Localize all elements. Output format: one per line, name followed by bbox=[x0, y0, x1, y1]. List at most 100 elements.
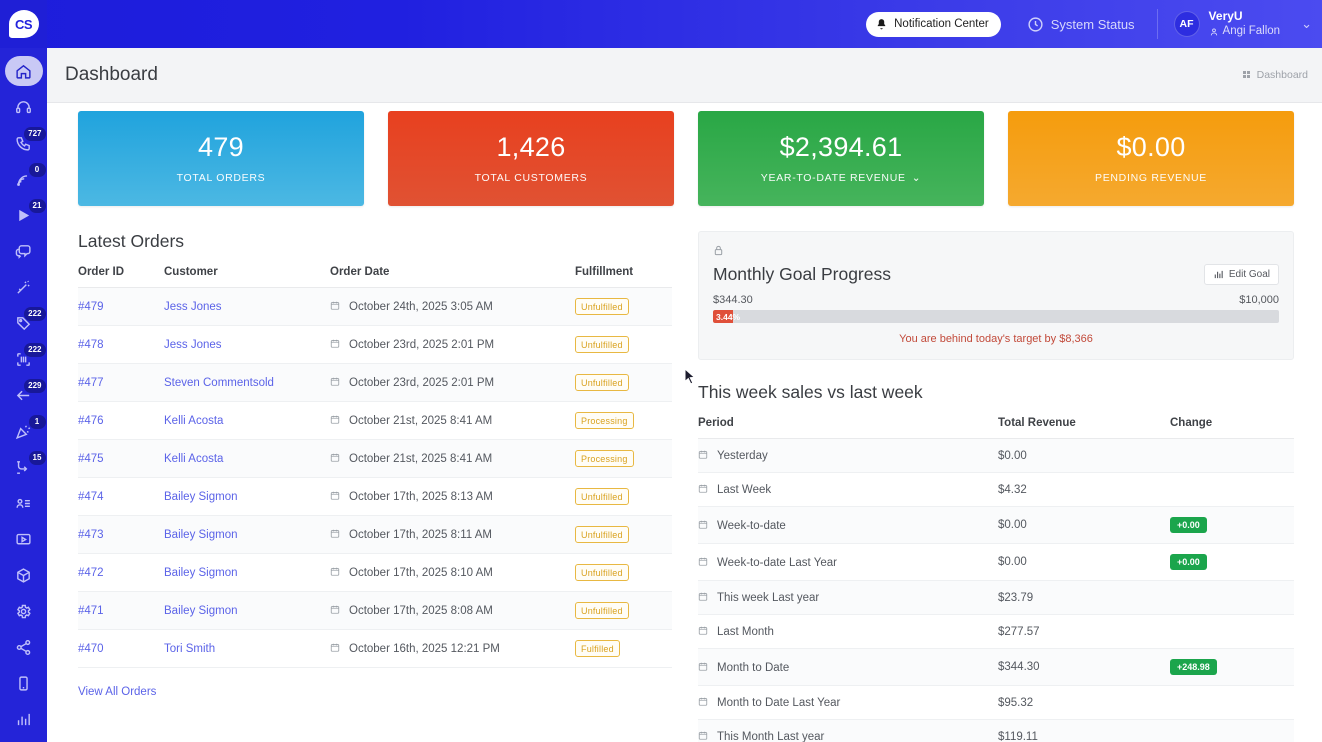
table-row[interactable]: This week Last year $23.79 bbox=[698, 580, 1294, 615]
logo-bubble-icon: CS bbox=[8, 10, 39, 38]
table-row[interactable]: #474 Bailey Sigmon October 17th, 2025 8:13… bbox=[78, 477, 672, 516]
customer-link[interactable]: Steven Commentsold bbox=[164, 376, 274, 389]
customer-link[interactable]: Kelli Acosta bbox=[164, 414, 224, 427]
cell-order-id: #470 bbox=[78, 629, 164, 668]
sidebar-item-merge[interactable]: 15 bbox=[5, 451, 46, 482]
customer-link[interactable]: Bailey Sigmon bbox=[164, 566, 238, 579]
edit-goal-button[interactable]: Edit Goal bbox=[1203, 264, 1279, 285]
table-row[interactable]: #476 Kelli Acosta October 21st, 2025 8:41 … bbox=[78, 401, 672, 440]
chevron-down-icon[interactable]: ⌄ bbox=[911, 171, 922, 184]
system-status-label: System Status bbox=[1050, 16, 1135, 32]
table-row[interactable]: Last Week $4.32 bbox=[698, 472, 1294, 507]
order-id-link[interactable]: #470 bbox=[78, 642, 104, 655]
cell-change bbox=[1170, 580, 1294, 615]
sidebar-item-magic[interactable] bbox=[5, 272, 43, 302]
table-row[interactable]: #470 Tori Smith October 16th, 2025 12:21 P… bbox=[78, 629, 672, 668]
table-row[interactable]: Month to Date Last Year $95.32 bbox=[698, 685, 1294, 720]
sidebar-item-support[interactable] bbox=[5, 92, 43, 122]
stat-label: YEAR-TO-DATE REVENUE ⌄ bbox=[761, 172, 921, 184]
cell-fulfillment: Unfulfilled bbox=[575, 477, 672, 516]
merge-icon bbox=[17, 460, 28, 474]
order-date-text: October 17th, 2025 8:11 AM bbox=[349, 529, 492, 541]
sidebar-item-videos[interactable]: 21 bbox=[5, 199, 46, 230]
stat-card-total-customers[interactable]: 1,426 TOTAL CUSTOMERS bbox=[388, 111, 674, 206]
order-id-link[interactable]: #475 bbox=[78, 452, 104, 465]
status-badge: Unfulfilled bbox=[575, 488, 629, 505]
order-date-text: October 24th, 2025 3:05 AM bbox=[349, 301, 493, 313]
table-row[interactable]: Yesterday $0.00 bbox=[698, 438, 1294, 473]
customer-link[interactable]: Bailey Sigmon bbox=[164, 490, 238, 503]
goal-percent-label: 3.44% bbox=[716, 311, 741, 322]
table-row[interactable]: Month to Date $344.30 +248.98 bbox=[698, 648, 1294, 686]
chart-icon bbox=[1214, 270, 1223, 279]
goal-target: $10,000 bbox=[1239, 294, 1279, 306]
sidebar-item-reports[interactable] bbox=[5, 704, 43, 734]
week-sales-body: Yesterday $0.00 Last Week $4.32 Week-to-date… bbox=[698, 438, 1294, 742]
order-date-text: October 17th, 2025 8:08 AM bbox=[349, 605, 493, 617]
order-id-link[interactable]: #473 bbox=[78, 528, 104, 541]
table-row[interactable]: Week-to-date $0.00 +0.00 bbox=[698, 506, 1294, 544]
table-row[interactable]: #477 Steven Commentsold October 23rd, 2025… bbox=[78, 363, 672, 402]
sidebar-item-live[interactable]: 0 bbox=[5, 163, 46, 194]
notification-center-button[interactable]: Notification Center bbox=[866, 11, 1001, 37]
table-row[interactable]: Last Month $277.57 bbox=[698, 614, 1294, 649]
order-date-text: October 23rd, 2025 2:01 PM bbox=[349, 339, 495, 351]
sidebar-item-settings[interactable] bbox=[5, 596, 43, 626]
video-icon bbox=[16, 533, 31, 544]
table-row[interactable]: #478 Jess Jones October 23rd, 2025 2:01 PM… bbox=[78, 325, 672, 364]
sidebar[interactable]: 727 0 21 222 bbox=[0, 48, 47, 742]
sidebar-badge: 0 bbox=[28, 163, 46, 177]
sidebar-item-giveaways[interactable]: 1 bbox=[5, 415, 46, 446]
chevron-down-icon[interactable]: ⌄ bbox=[1301, 16, 1312, 31]
order-id-link[interactable]: #479 bbox=[78, 300, 104, 313]
table-row[interactable]: #472 Bailey Sigmon October 17th, 2025 8:10… bbox=[78, 553, 672, 592]
sidebar-item-customers[interactable] bbox=[5, 488, 43, 518]
table-row[interactable]: Week-to-date Last Year $0.00 +0.00 bbox=[698, 543, 1294, 581]
cell-revenue: $0.00 bbox=[998, 506, 1170, 544]
sidebar-item-returns[interactable]: 229 bbox=[5, 379, 46, 410]
sidebar-item-tags[interactable]: 222 bbox=[5, 307, 46, 338]
sidebar-item-mobile[interactable] bbox=[5, 668, 43, 698]
latest-orders-body: #479 Jess Jones October 24th, 2025 3:05 AM… bbox=[78, 287, 672, 668]
order-id-link[interactable]: #478 bbox=[78, 338, 104, 351]
customer-link[interactable]: Jess Jones bbox=[164, 338, 222, 351]
mobile-icon bbox=[19, 675, 28, 691]
order-id-link[interactable]: #474 bbox=[78, 490, 104, 503]
table-row[interactable]: This Month Last year $119.11 bbox=[698, 719, 1294, 742]
customer-link[interactable]: Bailey Sigmon bbox=[164, 528, 238, 541]
cell-order-date: October 17th, 2025 8:11 AM bbox=[330, 515, 575, 554]
customer-link[interactable]: Kelli Acosta bbox=[164, 452, 224, 465]
system-status-button[interactable]: System Status bbox=[1027, 16, 1135, 33]
table-header-row: Period Total Revenue Change bbox=[698, 417, 1294, 439]
table-row[interactable]: #471 Bailey Sigmon October 17th, 2025 8:08… bbox=[78, 591, 672, 630]
avatar: AF bbox=[1173, 11, 1200, 37]
stat-card-ytd-revenue[interactable]: $2,394.61 YEAR-TO-DATE REVENUE ⌄ bbox=[698, 111, 984, 206]
sidebar-item-calls[interactable]: 727 bbox=[5, 127, 46, 158]
sidebar-item-scan[interactable]: 222 bbox=[5, 343, 46, 374]
order-id-link[interactable]: #477 bbox=[78, 376, 104, 389]
sidebar-item-integrations[interactable] bbox=[5, 632, 43, 662]
customer-link[interactable]: Jess Jones bbox=[164, 300, 222, 313]
cell-period: Last Week bbox=[698, 472, 998, 507]
table-row[interactable]: #473 Bailey Sigmon October 17th, 2025 8:11… bbox=[78, 515, 672, 554]
customer-link[interactable]: Tori Smith bbox=[164, 642, 216, 655]
user-menu[interactable]: AF VeryU Angi Fallon ⌄ bbox=[1173, 9, 1312, 38]
column-change: Change bbox=[1170, 417, 1294, 439]
app-logo[interactable]: CS bbox=[0, 0, 47, 48]
stat-card-pending-revenue[interactable]: $0.00 PENDING REVENUE bbox=[1008, 111, 1294, 206]
period-text: Week-to-date bbox=[717, 519, 786, 532]
table-row[interactable]: #479 Jess Jones October 24th, 2025 3:05 AM… bbox=[78, 287, 672, 326]
order-id-link[interactable]: #471 bbox=[78, 604, 104, 617]
customer-link[interactable]: Bailey Sigmon bbox=[164, 604, 238, 617]
order-id-link[interactable]: #476 bbox=[78, 414, 104, 427]
cell-revenue: $4.32 bbox=[998, 472, 1170, 507]
sidebar-item-home[interactable] bbox=[4, 56, 43, 86]
table-row[interactable]: #475 Kelli Acosta October 21st, 2025 8:41 … bbox=[78, 439, 672, 478]
stat-card-total-orders[interactable]: 479 TOTAL ORDERS bbox=[78, 111, 364, 206]
sidebar-item-products[interactable] bbox=[5, 560, 43, 590]
view-all-orders-link[interactable]: View All Orders bbox=[78, 686, 157, 698]
sidebar-item-media[interactable] bbox=[5, 524, 43, 554]
sidebar-item-comments[interactable] bbox=[5, 236, 43, 266]
order-id-link[interactable]: #472 bbox=[78, 566, 104, 579]
goal-numbers: $344.30 $10,000 bbox=[713, 294, 1279, 306]
